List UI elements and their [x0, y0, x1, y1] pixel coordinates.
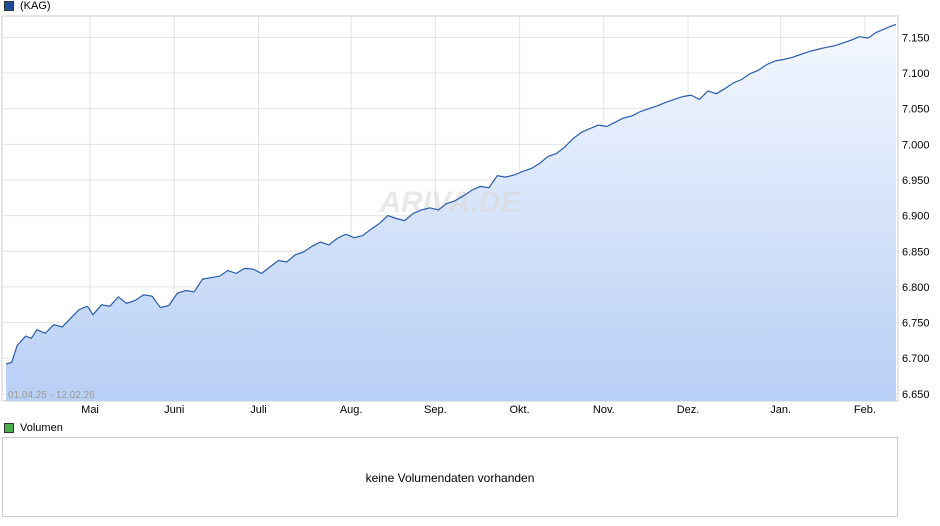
y-tick-label: 6.650	[902, 389, 930, 401]
series-line	[168, 267, 254, 306]
x-axis: Mai Juni Juli Aug. Sep. Okt. Nov. Dez. Jan. Feb.	[81, 404, 876, 416]
series-line	[252, 233, 346, 275]
area-fill	[6, 24, 896, 401]
x-tick-label: Dez.	[677, 404, 700, 416]
legend-volume: Volumen	[4, 422, 63, 434]
series-line	[682, 60, 776, 101]
series-line	[5, 305, 88, 365]
x-tick-label: Juni	[164, 404, 184, 416]
volume-swatch	[4, 423, 14, 433]
series-line	[86, 294, 169, 316]
series-line	[859, 24, 897, 39]
y-tick-label: 7.000	[902, 139, 930, 151]
x-tick-label: Juli	[250, 404, 267, 416]
date-range-label: 01.04.25 - 12.02.26	[8, 390, 95, 401]
series-line	[598, 96, 683, 128]
legend-main: (KAG)	[4, 0, 51, 12]
legend-volume-label: Volumen	[20, 422, 63, 434]
series-swatch	[4, 1, 14, 11]
y-tick-label: 7.150	[902, 32, 930, 44]
y-tick-label: 7.050	[902, 104, 930, 116]
x-tick-label: Sep.	[424, 404, 447, 416]
series-lines	[5, 24, 897, 365]
x-tick-label: Jan.	[770, 404, 791, 416]
price-chart: ARIVA.DE 01.04.25 - 12.02.26 7.1507.1007…	[1, 15, 930, 416]
volume-empty-message: keine Volumendaten vorhanden	[365, 471, 535, 485]
y-tick-label: 6.750	[902, 318, 930, 330]
y-tick-label: 6.900	[902, 211, 930, 223]
x-tick-label: Nov.	[593, 404, 615, 416]
y-tick-label: 6.700	[902, 353, 930, 365]
series-line	[345, 207, 431, 239]
y-tick-label: 6.950	[902, 175, 930, 187]
x-tick-label: Mai	[81, 404, 99, 416]
x-tick-label: Okt.	[510, 404, 530, 416]
legend-main-label: (KAG)	[20, 0, 51, 12]
y-tick-label: 7.100	[902, 68, 930, 80]
series-line	[775, 36, 860, 62]
y-axis: 7.150 7.100 7.050 7.000 6.950 6.900 6.850 6.800…	[902, 32, 930, 400]
y-tick-label: 6.800	[902, 282, 930, 294]
x-tick-label: Aug.	[340, 404, 363, 416]
series-line	[429, 174, 515, 211]
y-tick-label: 6.850	[902, 246, 930, 258]
area-fill-path	[6, 24, 896, 401]
x-tick-label: Feb.	[854, 404, 876, 416]
volume-panel: keine Volumendaten vorhanden	[2, 437, 898, 517]
series-line	[513, 124, 599, 176]
